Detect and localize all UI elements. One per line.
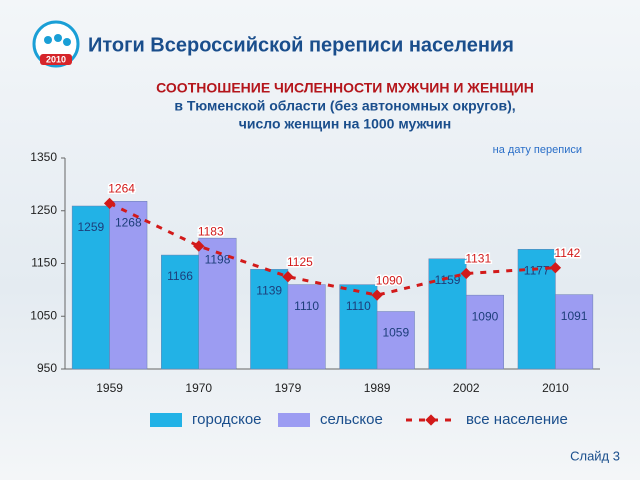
legend-swatch: [150, 413, 182, 427]
legend-swatch: [278, 413, 310, 427]
legend-label: городское: [192, 411, 262, 428]
y-tick-label: 1050: [30, 308, 57, 322]
value-label: 1264: [108, 182, 135, 196]
chart-subtitle: число женщин на 1000 мужчин: [239, 116, 451, 132]
bar: [339, 284, 378, 370]
y-tick-label: 1150: [31, 256, 57, 270]
x-tick-label: 1959: [96, 381, 123, 395]
chart-subtitle: в Тюменской области (без автономных окру…: [174, 98, 515, 114]
value-label: 1259: [78, 220, 105, 234]
value-label: 1125: [287, 255, 313, 269]
point: [549, 262, 562, 274]
x-tick-label: 1989: [364, 381, 391, 395]
legend-label: сельское: [320, 411, 383, 428]
value-label: 1091: [561, 309, 588, 323]
point: [282, 271, 294, 283]
value-label: 1110: [294, 299, 319, 313]
bar: [71, 205, 110, 370]
value-label: 1090: [472, 309, 499, 323]
x-tick-label: 1970: [185, 381, 212, 395]
line: [108, 202, 556, 297]
bar: [466, 294, 504, 370]
bar: [109, 201, 148, 370]
bar: [555, 294, 594, 370]
bar: [287, 284, 326, 370]
logo: 2010: [32, 20, 80, 68]
y-tick-label: 1250: [30, 203, 57, 217]
value-label: 1183: [198, 224, 224, 238]
value-label: 1110: [346, 299, 371, 313]
y-tick-label: 1350: [30, 150, 57, 164]
value-label: 1268: [115, 215, 142, 229]
value-label: 1159: [435, 273, 461, 287]
x-tick-label: 2002: [453, 381, 480, 395]
value-label: 1059: [382, 326, 409, 340]
legend-marker: [425, 414, 437, 426]
header-title: Итоги Всероссийской переписи населения: [88, 34, 514, 56]
point: [460, 267, 472, 280]
value-label: 1166: [167, 269, 193, 283]
bar: [161, 254, 200, 370]
x-tick-label: 1979: [275, 381, 302, 395]
value-label: 1142: [555, 246, 581, 260]
point: [193, 240, 205, 252]
legend-label: все население: [466, 411, 568, 428]
y-tick-label: 950: [37, 361, 57, 375]
point: [371, 289, 383, 301]
value-label: 1198: [205, 252, 231, 266]
slide-number: Слайд 3: [570, 448, 620, 463]
x-tick-label: 2010: [542, 381, 569, 395]
annotation: на дату переписи: [493, 144, 582, 156]
bar: [428, 258, 467, 370]
value-label: 1090: [376, 273, 403, 287]
value-label: 1139: [256, 283, 282, 297]
value-label: 1131: [465, 252, 491, 266]
bar: [376, 311, 415, 370]
chart-title: СООТНОШЕНИЕ ЧИСЛЕННОСТИ МУЖЧИН И ЖЕНЩИН: [156, 80, 534, 96]
bar: [198, 237, 237, 370]
bar: [250, 269, 289, 370]
logo-year: 2010: [46, 54, 66, 64]
